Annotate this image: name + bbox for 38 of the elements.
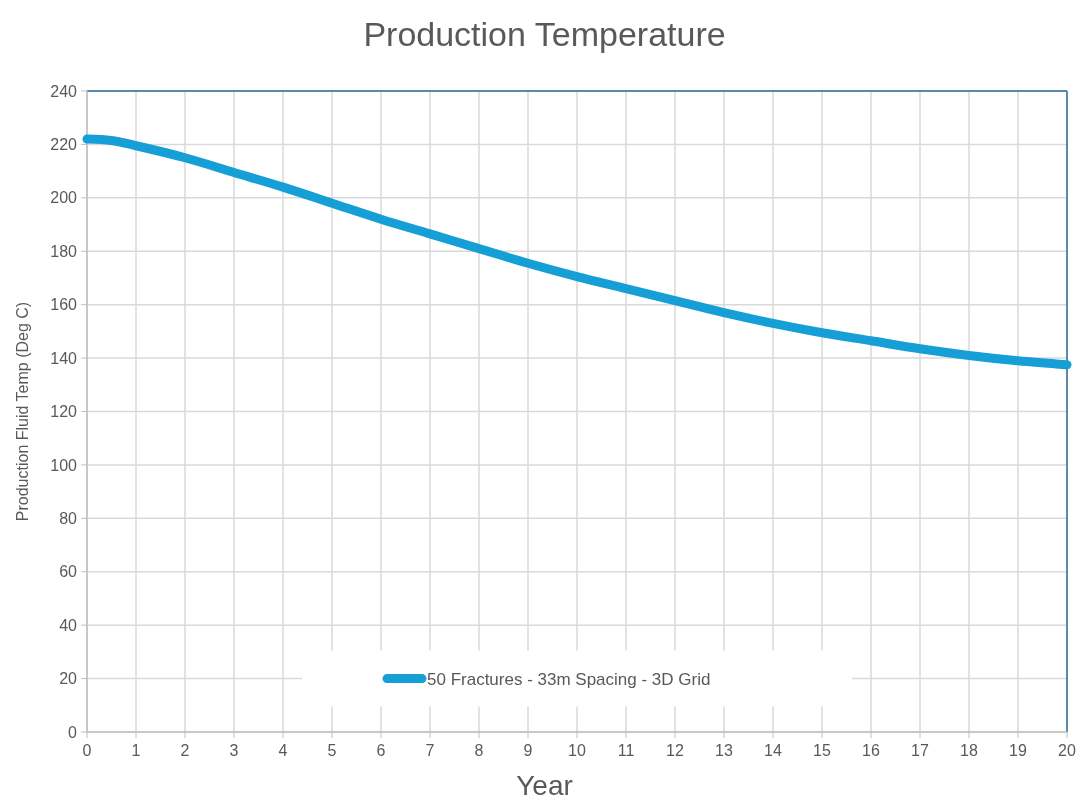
y-tick-label: 160 bbox=[50, 296, 78, 314]
x-tick-label: 10 bbox=[568, 742, 586, 759]
x-axis-title: Year bbox=[516, 770, 573, 801]
legend-label: 50 Fractures - 33m Spacing - 3D Grid bbox=[427, 669, 711, 689]
y-tick-label: 100 bbox=[50, 456, 78, 474]
x-tick-label: 14 bbox=[764, 742, 782, 759]
x-tick-label: 13 bbox=[715, 742, 733, 759]
y-tick-label: 240 bbox=[50, 82, 78, 100]
y-tick-label: 200 bbox=[50, 189, 78, 207]
y-tick-label: 140 bbox=[50, 349, 78, 367]
x-tick-label: 12 bbox=[666, 742, 684, 759]
y-tick-label: 120 bbox=[50, 403, 78, 421]
y-tick-label: 60 bbox=[59, 563, 78, 581]
x-tick-label: 9 bbox=[523, 742, 533, 759]
x-tick-label: 5 bbox=[327, 742, 337, 759]
y-axis-title: Production Fluid Temp (Deg C) bbox=[14, 301, 31, 522]
x-tick-label: 3 bbox=[229, 742, 239, 759]
x-tick-label: 15 bbox=[813, 742, 831, 759]
x-tick-label: 0 bbox=[82, 742, 92, 759]
x-tick-label: 2 bbox=[180, 742, 190, 759]
x-tick-label: 20 bbox=[1058, 742, 1076, 759]
x-tick-label: 16 bbox=[862, 742, 880, 759]
x-tick-label: 1 bbox=[131, 742, 141, 759]
y-tick-label: 80 bbox=[59, 509, 78, 527]
x-tick-label: 7 bbox=[425, 742, 435, 759]
chart-title: Production Temperature bbox=[363, 15, 726, 53]
y-tick-label: 220 bbox=[50, 136, 78, 154]
y-tick-label: 0 bbox=[68, 723, 78, 741]
x-tick-label: 8 bbox=[474, 742, 484, 759]
y-tick-label: 180 bbox=[50, 242, 78, 260]
x-tick-label: 11 bbox=[617, 742, 635, 759]
x-tick-label: 19 bbox=[1009, 742, 1027, 759]
x-tick-label: 6 bbox=[376, 742, 386, 759]
x-tick-label: 17 bbox=[911, 742, 929, 759]
x-tick-label: 18 bbox=[960, 742, 978, 759]
y-tick-label: 20 bbox=[59, 670, 78, 688]
y-tick-label: 40 bbox=[59, 616, 78, 634]
x-tick-label: 4 bbox=[278, 742, 288, 759]
